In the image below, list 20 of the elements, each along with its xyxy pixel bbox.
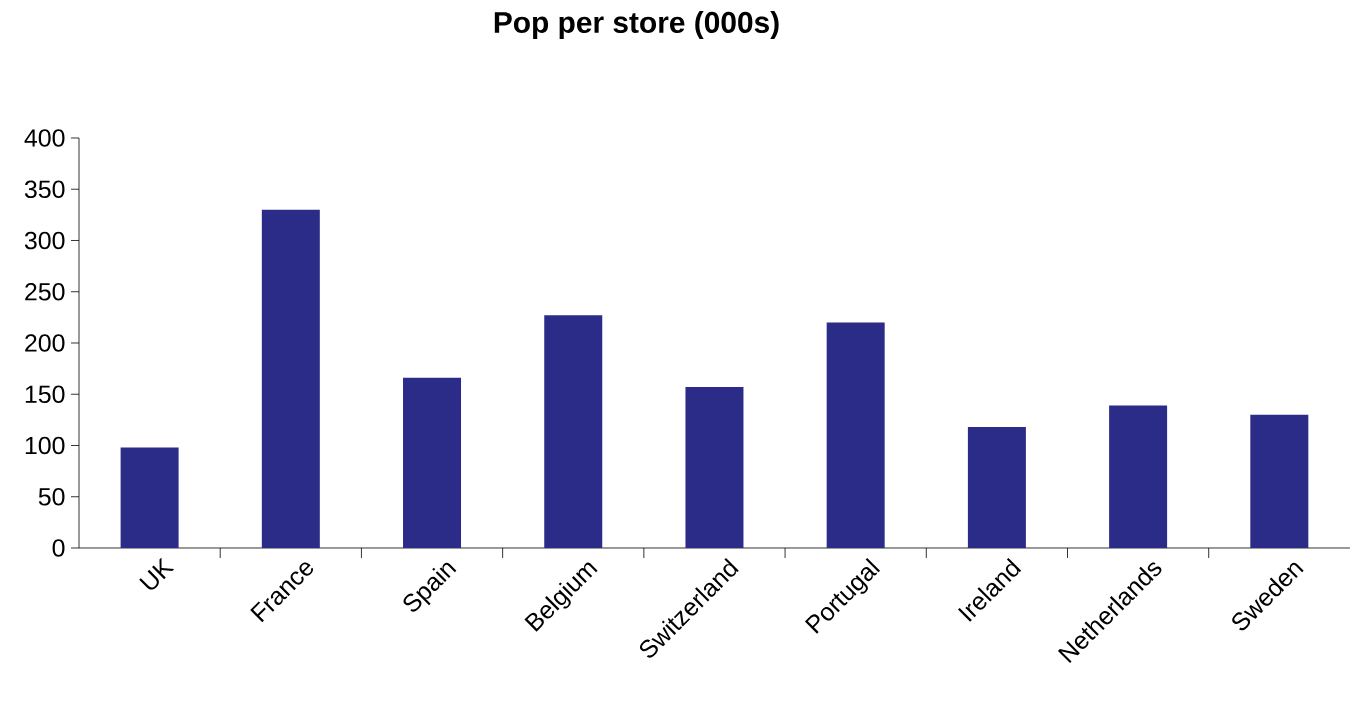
- y-tick-label: 300: [24, 231, 65, 250]
- chart-title: Pop per store (000s): [494, 11, 779, 39]
- bar: [544, 315, 603, 548]
- bar: [261, 209, 320, 548]
- bar: [403, 377, 462, 548]
- bar: [967, 427, 1026, 548]
- bar: [1109, 405, 1168, 548]
- y-tick-label: 150: [25, 385, 65, 404]
- bar: [1250, 414, 1309, 548]
- y-tick-label: 100: [25, 436, 65, 455]
- y-tick-label: 0: [52, 539, 65, 557]
- bar: [120, 447, 179, 548]
- y-tick-label: 250: [25, 282, 65, 301]
- y-tick-label: 400: [24, 129, 65, 147]
- bar: [685, 387, 744, 548]
- y-tick-label: 200: [25, 334, 65, 352]
- x-tick-label: UK: [139, 557, 175, 590]
- bar: [826, 322, 885, 548]
- y-tick-label: 350: [24, 180, 65, 199]
- y-tick-label: 50: [38, 487, 65, 506]
